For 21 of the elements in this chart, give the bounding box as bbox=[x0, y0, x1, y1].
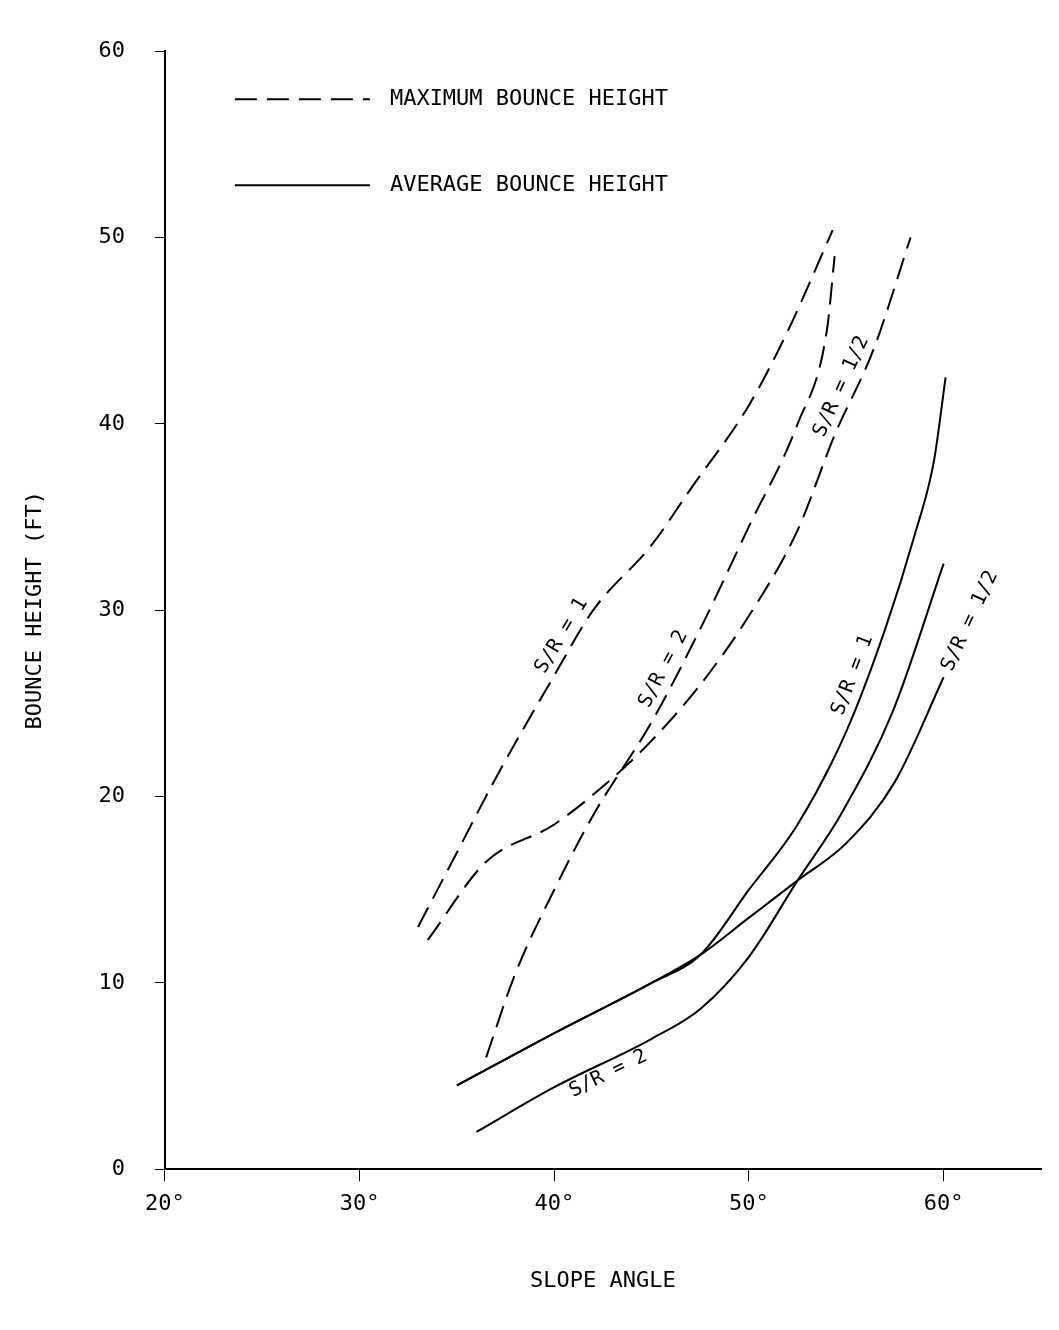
y-axis-title: BOUNCE HEIGHT (FT) bbox=[20, 490, 46, 730]
x-tick-label: 60° bbox=[923, 1190, 964, 1216]
annotation: AVERAGE BOUNCE HEIGHT bbox=[389, 170, 669, 196]
annotation: MAXIMUM BOUNCE HEIGHT bbox=[389, 84, 669, 110]
text: S/R = 1/2 bbox=[934, 566, 1003, 675]
text: S/R = 1/2 bbox=[806, 331, 874, 440]
x-tick-label: 40° bbox=[534, 1190, 575, 1216]
y-tick-label: 30 bbox=[98, 595, 125, 621]
text: S/R = 2 bbox=[564, 1042, 651, 1102]
y-tick-label: 50 bbox=[98, 223, 125, 249]
y-tick-label: 60 bbox=[98, 36, 125, 62]
y-tick-label: 20 bbox=[98, 782, 125, 808]
x-axis-title: SLOPE ANGLE bbox=[530, 1266, 676, 1292]
text: S/R = 2 bbox=[631, 625, 693, 712]
y-tick-label: 10 bbox=[98, 968, 125, 994]
x-tick-label: 30° bbox=[339, 1190, 380, 1216]
x-tick-label: 20° bbox=[145, 1190, 185, 1216]
y-tick-label: 40 bbox=[98, 409, 125, 435]
x-tick-label: 50° bbox=[729, 1190, 769, 1216]
y-tick-label: 0 bbox=[111, 1154, 125, 1180]
text: S/R = 1 bbox=[824, 630, 878, 719]
